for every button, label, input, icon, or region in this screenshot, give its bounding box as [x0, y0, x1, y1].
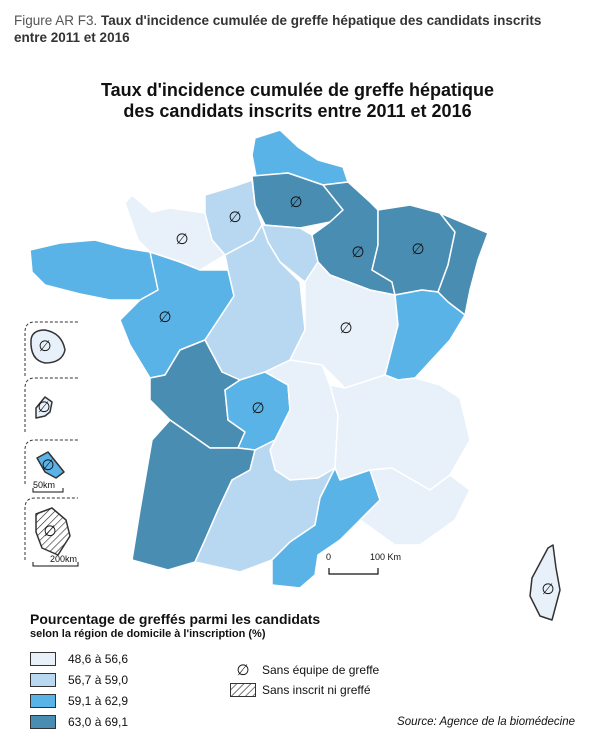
map-title-line2: des candidats inscrits entre 2011 et 201…	[123, 101, 472, 121]
no-team-icon-basse-normandie: ∅	[175, 231, 188, 248]
scale-label-inset-large: 200km	[50, 554, 77, 564]
legend-symbol-hatched: Sans inscrit ni greffé	[230, 683, 371, 697]
legend-label: 48,6 à 56,6	[68, 652, 129, 666]
legend-symbol-no-team-label: Sans équipe de greffe	[262, 663, 380, 677]
legend-item-class2: 56,7 à 59,0	[30, 673, 128, 687]
scale-label-inset-small: 50km	[33, 480, 55, 490]
legend-symbol-no-team: ∅ Sans équipe de greffe	[230, 662, 380, 679]
no-team-icon-haute-normandie: ∅	[228, 209, 241, 226]
legend-symbol-hatched-label: Sans inscrit ni greffé	[262, 683, 371, 697]
figure-label: Figure AR F3.	[14, 13, 98, 28]
legend-label: 63,0 à 69,1	[68, 715, 129, 729]
inset-frame-guyane	[24, 497, 78, 560]
no-team-icon-picardie: ∅	[289, 194, 302, 211]
hatched-swatch-icon	[230, 683, 256, 697]
legend-label: 59,1 à 62,9	[68, 694, 129, 708]
legend-item-class4: 63,0 à 69,1	[30, 715, 128, 729]
legend-label: 56,7 à 59,0	[68, 673, 129, 687]
figure-caption-text: Taux d'incidence cumulée de greffe hépat…	[14, 13, 542, 45]
scale-bar-inset-small	[32, 488, 64, 493]
region-franche-comte	[384, 289, 466, 381]
legend-swatch	[30, 652, 56, 666]
legend-subtitle: selon la région de domicile à l'inscript…	[30, 628, 266, 640]
no-team-icon-bourgogne: ∅	[339, 320, 352, 337]
region-martinique	[36, 451, 65, 479]
legend-swatch	[30, 715, 56, 729]
scale-label-zero: 0	[326, 552, 331, 562]
legend-item-class3: 59,1 à 62,9	[30, 694, 128, 708]
inset-frame-reunion	[24, 321, 78, 376]
inset-frame-martinique	[24, 439, 78, 484]
no-team-icon-guyane: ∅	[43, 523, 56, 540]
scale-bar-main	[328, 568, 379, 575]
legend-item-class1: 48,6 à 56,6	[30, 652, 128, 666]
region-paca	[359, 467, 471, 546]
inset-frame-guadeloupe	[24, 377, 78, 432]
region-guadeloupe	[35, 396, 53, 419]
no-team-icon-guadeloupe: ∅	[37, 399, 50, 416]
region-guyane	[35, 507, 71, 556]
no-team-icon-champagne-ardenne: ∅	[351, 244, 364, 261]
scale-label-100km: 100 Km	[370, 552, 401, 562]
no-team-icon-corse: ∅	[541, 581, 554, 598]
no-team-icon-la-reunion: ∅	[38, 338, 51, 355]
region-la-reunion	[30, 329, 66, 364]
region-corse	[529, 544, 561, 621]
legend-swatch	[30, 673, 56, 687]
legend-swatch	[30, 694, 56, 708]
legend-title: Pourcentage de greffés parmi les candida…	[30, 611, 321, 627]
source-note: Source: Agence de la biomédecine	[397, 716, 575, 728]
no-team-icon-martinique: ∅	[41, 457, 54, 474]
scale-bar-inset-large	[32, 562, 79, 567]
map-title-line1: Taux d'incidence cumulée de greffe hépat…	[100, 80, 495, 100]
no-team-icon-limousin: ∅	[251, 400, 264, 417]
region-bretagne	[29, 239, 166, 301]
no-team-icon: ∅	[236, 662, 250, 679]
no-team-icon-lorraine: ∅	[411, 241, 424, 258]
figure-caption: Figure AR F3. Taux d'incidence cumulée d…	[14, 12, 574, 46]
no-team-icon-pays-de-la-loire: ∅	[158, 309, 171, 326]
